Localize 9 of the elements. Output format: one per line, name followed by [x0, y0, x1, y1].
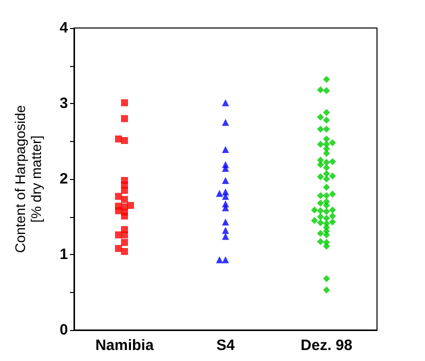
y-tick-label: 0 — [60, 322, 68, 338]
y-axis-title: Content of Harpagoside [% dry matter] — [12, 104, 44, 253]
x-tick-label: Dez. 98 — [300, 337, 352, 354]
y-tick-label: 2 — [60, 170, 68, 188]
x-tick-label: S4 — [216, 337, 236, 354]
x-tick-label: Namibia — [95, 337, 154, 354]
y-tick-label: 4 — [60, 20, 69, 36]
y-tick-label: 3 — [60, 95, 68, 112]
y-tick-label: 1 — [60, 246, 68, 263]
